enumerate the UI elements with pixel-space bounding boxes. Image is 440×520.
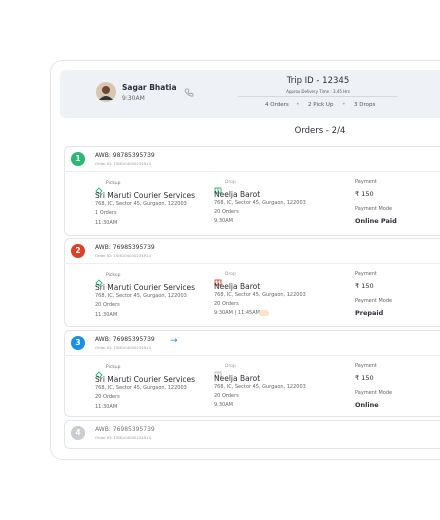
- driver-name: Sagar Bhatia: [122, 83, 177, 92]
- pickup-label: Pickup: [106, 181, 121, 186]
- drop-time: 9:30AM | 11:45AM: [214, 310, 260, 316]
- divider: [238, 96, 398, 97]
- pickup-icon: [95, 180, 103, 199]
- call-icon[interactable]: [184, 88, 194, 98]
- pickup-name: Sri Maruti Courier Services: [95, 191, 196, 200]
- pickup-address: 768, IC, Sector 45, Gurgaon, 122003: [95, 201, 187, 207]
- pickup-label: Pickup: [106, 273, 121, 278]
- pickup-time: 11:30AM: [95, 220, 118, 226]
- payment-label: Payment: [355, 271, 377, 277]
- trip-id: Trip ID - 12345: [286, 76, 350, 86]
- drop-label: Drop: [225, 180, 236, 185]
- payment-mode-label: Payment Mode: [355, 298, 393, 304]
- drop-address: 768, IC, Sector 45, Gurgaon, 122003: [214, 292, 306, 298]
- drop-name: Neelja Barot: [214, 374, 261, 383]
- payment-mode: Prepaid: [355, 309, 384, 317]
- payment-mode-label: Payment Mode: [355, 390, 393, 396]
- divider: [64, 355, 440, 356]
- expand-arrow[interactable]: →: [170, 336, 178, 346]
- drop-icon: [214, 271, 222, 290]
- drop-time: 9:30AM: [214, 218, 233, 224]
- payment-amount: ₹ 150: [355, 374, 374, 382]
- drop-icon: [214, 179, 222, 198]
- order-card[interactable]: [64, 330, 440, 417]
- drop-icon: [214, 363, 222, 382]
- awb: AWB: 76985395739: [95, 244, 155, 251]
- payment-mode: Online: [355, 401, 379, 409]
- drop-orders: 20 Orders: [214, 301, 239, 307]
- awb: AWB: 76985395739: [95, 426, 155, 433]
- drop-time: 9:30AM: [214, 402, 233, 408]
- delivery-time: Approx Delivery Time : 3.45 Hrs: [286, 89, 350, 94]
- drop-name: Neelja Barot: [214, 282, 261, 291]
- pickup-icon: [95, 272, 103, 291]
- payment-label: Payment: [355, 363, 377, 369]
- pickup-orders: 20 Orders: [95, 394, 120, 400]
- pickup-orders: 20 Orders: [95, 302, 120, 308]
- pickup-icon: [95, 364, 103, 383]
- drop-orders: 20 Orders: [214, 393, 239, 399]
- payment-mode: Online Paid: [355, 217, 397, 225]
- pickup-name: Sri Maruti Courier Services: [95, 283, 196, 292]
- orders-title: Orders - 2/4: [294, 126, 346, 136]
- order-id: Order ID: 1SI6104050234914: [95, 161, 151, 166]
- order-card[interactable]: [64, 146, 440, 236]
- drop-label: Drop: [225, 272, 236, 277]
- payment-mode-label: Payment Mode: [355, 206, 393, 212]
- pickup-name: Sri Maruti Courier Services: [95, 375, 196, 384]
- pickups: 2 Pick Up: [308, 102, 334, 108]
- pickup-address: 768, IC, Sector 45, Gurgaon, 122003: [95, 385, 187, 391]
- order-id: Order ID: 1SI6104050234914: [95, 345, 151, 350]
- driver-time: 9:30AM: [122, 95, 145, 102]
- order-card[interactable]: [64, 420, 440, 449]
- trip-header: [60, 70, 440, 118]
- order-number: 4: [71, 426, 85, 440]
- drops: 3 Drops: [354, 102, 376, 108]
- pickup-time: 11:30AM: [95, 404, 118, 410]
- order-id: Order ID: 1SI6104050234914: [95, 435, 151, 440]
- divider: [64, 171, 440, 172]
- order-number: 2: [71, 244, 85, 258]
- pickup-label: Pickup: [106, 365, 121, 370]
- pickup-time: 11:30AM: [95, 312, 118, 318]
- drop-label: Drop: [225, 364, 236, 369]
- dot: •: [296, 101, 300, 108]
- order-number: 1: [71, 152, 85, 166]
- payment-label: Payment: [355, 179, 377, 185]
- order-card[interactable]: [64, 238, 440, 327]
- divider: [64, 263, 440, 264]
- order-number: 3: [71, 336, 85, 350]
- drop-name: Neelja Barot: [214, 190, 261, 199]
- payment-amount: ₹ 150: [355, 190, 374, 198]
- drop-address: 768, IC, Sector 45, Gurgaon, 122003: [214, 384, 306, 390]
- pickup-orders: 1 Orders: [95, 210, 117, 216]
- orders-count: 4 Orders: [265, 102, 289, 108]
- avatar: [96, 82, 116, 102]
- awb: AWB: 76985395739: [95, 336, 155, 343]
- drop-orders: 20 Orders: [214, 209, 239, 215]
- drop-address: 768, IC, Sector 45, Gurgaon, 122003: [214, 200, 306, 206]
- dot: •: [342, 101, 346, 108]
- order-id: Order ID: 1SI6104050234914: [95, 253, 151, 258]
- delay-badge: [259, 310, 269, 316]
- awb: AWB: 98785395739: [95, 152, 155, 159]
- pickup-address: 768, IC, Sector 45, Gurgaon, 122003: [95, 293, 187, 299]
- payment-amount: ₹ 150: [355, 282, 374, 290]
